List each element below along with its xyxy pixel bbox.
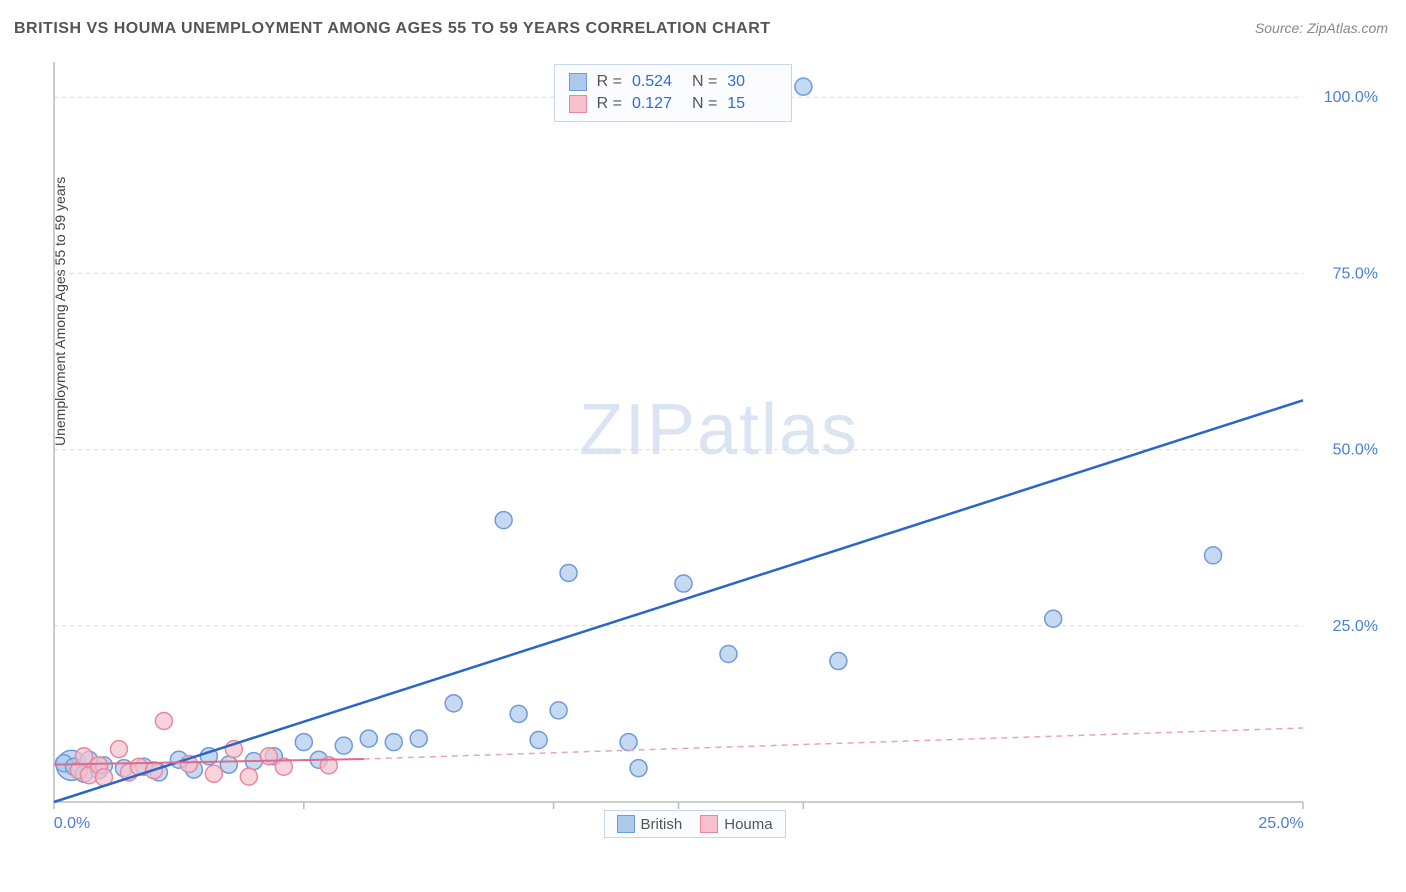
legend-item: Houma bbox=[700, 815, 772, 833]
stats-legend: R = 0.524 N = 30 R = 0.127 N = 15 bbox=[554, 64, 793, 122]
stats-swatch bbox=[569, 73, 587, 91]
r-label: R = bbox=[597, 95, 622, 113]
r-value: 0.524 bbox=[632, 73, 682, 91]
series-legend: British Houma bbox=[604, 810, 786, 838]
svg-text:100.0%: 100.0% bbox=[1324, 89, 1378, 106]
legend-label: British bbox=[641, 816, 683, 833]
svg-text:25.0%: 25.0% bbox=[1258, 815, 1303, 832]
stats-row: R = 0.524 N = 30 bbox=[569, 71, 778, 93]
n-value: 15 bbox=[727, 95, 777, 113]
stats-row: R = 0.127 N = 15 bbox=[569, 93, 778, 115]
legend-swatch bbox=[700, 815, 718, 833]
svg-text:50.0%: 50.0% bbox=[1333, 442, 1378, 459]
legend-label: Houma bbox=[724, 816, 772, 833]
n-label: N = bbox=[692, 95, 717, 113]
svg-text:75.0%: 75.0% bbox=[1333, 265, 1378, 282]
stats-swatch bbox=[569, 95, 587, 113]
svg-text:25.0%: 25.0% bbox=[1333, 618, 1378, 635]
chart-title: BRITISH VS HOUMA UNEMPLOYMENT AMONG AGES… bbox=[14, 20, 771, 38]
legend-item: British bbox=[617, 815, 683, 833]
r-label: R = bbox=[597, 73, 622, 91]
chart-area: Unemployment Among Ages 55 to 59 years Z… bbox=[50, 50, 1388, 842]
n-label: N = bbox=[692, 73, 717, 91]
n-value: 30 bbox=[727, 73, 777, 91]
source-attribution: Source: ZipAtlas.com bbox=[1255, 20, 1388, 36]
legend-swatch bbox=[617, 815, 635, 833]
svg-text:0.0%: 0.0% bbox=[54, 815, 90, 832]
scatter-plot: 25.0% 50.0% 75.0% 100.0% 0.0% 25.0% bbox=[50, 50, 1388, 842]
r-value: 0.127 bbox=[632, 95, 682, 113]
